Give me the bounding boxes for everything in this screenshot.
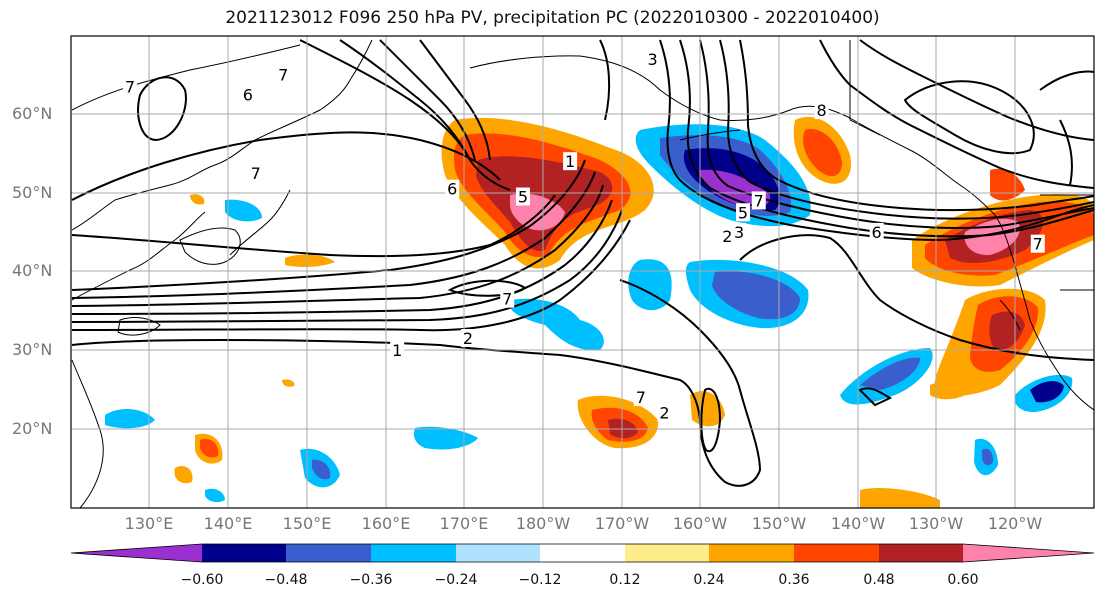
colorbar-tick: 0.36 xyxy=(778,572,810,588)
colorbar-tick: 0.24 xyxy=(693,572,725,588)
contour-label: 7 xyxy=(502,290,512,309)
colorbar-segment xyxy=(879,544,963,562)
contour-label-bg xyxy=(122,77,137,96)
lat-label: 30°N xyxy=(12,340,53,359)
contour-label: 7 xyxy=(125,77,135,96)
colorbar-segment xyxy=(709,544,794,562)
contour-label-bg xyxy=(390,340,405,359)
precip-pc-shading xyxy=(105,116,1094,508)
lon-label: 140°W xyxy=(830,514,886,533)
contour-label: 3 xyxy=(734,223,744,242)
pv-contours xyxy=(71,39,1094,487)
colorbar-segment xyxy=(286,544,371,562)
contour-label-bg xyxy=(736,203,751,222)
contour-label-bg xyxy=(515,187,530,206)
contour-label: 5 xyxy=(738,203,748,222)
lon-label: 160°E xyxy=(361,514,411,533)
contour-label-bg xyxy=(645,49,660,68)
lat-label: 60°N xyxy=(12,104,53,123)
contour-label-bg xyxy=(732,222,747,241)
contour-label-bg xyxy=(248,163,263,182)
lon-label: 170°E xyxy=(439,514,489,533)
colorbar-segment xyxy=(625,544,709,562)
contour-label: 6 xyxy=(243,85,253,104)
coastlines xyxy=(71,39,1094,508)
contour-label-bg xyxy=(720,226,735,245)
plot-frame xyxy=(70,35,1095,509)
colorbar-tick: −0.12 xyxy=(518,572,562,588)
contour-label: 6 xyxy=(872,223,882,242)
map-title: 2021123012 F096 250 hPa PV, precipitatio… xyxy=(225,8,880,28)
colorbar-extend-min xyxy=(71,544,202,562)
colorbar-tick: −0.48 xyxy=(264,572,308,588)
lon-label: 150°E xyxy=(282,514,332,533)
contour-label: 1 xyxy=(392,341,402,360)
contour-label: 6 xyxy=(447,180,457,199)
colorbar-tick: 0.12 xyxy=(609,572,641,588)
contour-label-bg xyxy=(633,387,648,406)
contour-label: 7 xyxy=(636,388,646,407)
colorbar-extend-max xyxy=(963,544,1094,562)
colorbar-tick: 0.48 xyxy=(863,572,895,588)
lon-label: 140°E xyxy=(203,514,253,533)
colorbar-tick: −0.24 xyxy=(434,572,478,588)
contour-label: 2 xyxy=(463,329,473,348)
lon-label: 120°W xyxy=(987,514,1043,533)
graticule xyxy=(71,36,1094,508)
contour-label: 2 xyxy=(722,227,732,246)
colorbar-outline xyxy=(70,543,1095,563)
colorbar-segment xyxy=(540,544,625,562)
contour-label-bg xyxy=(445,179,460,198)
lon-label: 170°W xyxy=(594,514,650,533)
contour-label: 5 xyxy=(518,188,528,207)
contour-label-bg xyxy=(657,403,672,422)
contour-label-bg xyxy=(563,152,578,171)
contour-label: 7 xyxy=(1033,235,1043,254)
contour-label: 7 xyxy=(251,164,261,183)
contour-label: 7 xyxy=(278,66,288,85)
contour-label: 8 xyxy=(817,101,827,120)
lon-label: 130°W xyxy=(908,514,964,533)
colorbar-segment xyxy=(371,544,456,562)
contour-label: 3 xyxy=(648,50,658,69)
contour-label-bg xyxy=(751,191,766,210)
lon-label: 150°W xyxy=(751,514,807,533)
lon-label: 160°W xyxy=(672,514,728,533)
contour-label: 7 xyxy=(754,191,764,210)
colorbar xyxy=(70,543,1095,563)
contour-label-bg xyxy=(869,222,884,241)
contour-label-bg xyxy=(500,289,515,308)
colorbar-segment xyxy=(202,544,286,562)
contour-label: 2 xyxy=(659,404,669,423)
contour-label: 1 xyxy=(565,152,575,171)
lon-label: 180°W xyxy=(515,514,571,533)
colorbar-tick: 0.60 xyxy=(947,572,979,588)
contour-label-bg xyxy=(460,329,475,348)
contour-label-bg xyxy=(240,85,255,104)
colorbar-segment xyxy=(456,544,540,562)
lat-label: 40°N xyxy=(12,261,53,280)
contour-label-bg xyxy=(276,65,291,84)
colorbar-tick: −0.36 xyxy=(349,572,393,588)
colorbar-tick: −0.60 xyxy=(180,572,224,588)
lat-label: 50°N xyxy=(12,183,53,202)
contour-label-bg xyxy=(814,101,829,120)
contour-label-bg xyxy=(1030,234,1045,253)
lon-label: 130°E xyxy=(124,514,174,533)
colorbar-segment xyxy=(794,544,879,562)
lat-label: 20°N xyxy=(12,419,53,438)
